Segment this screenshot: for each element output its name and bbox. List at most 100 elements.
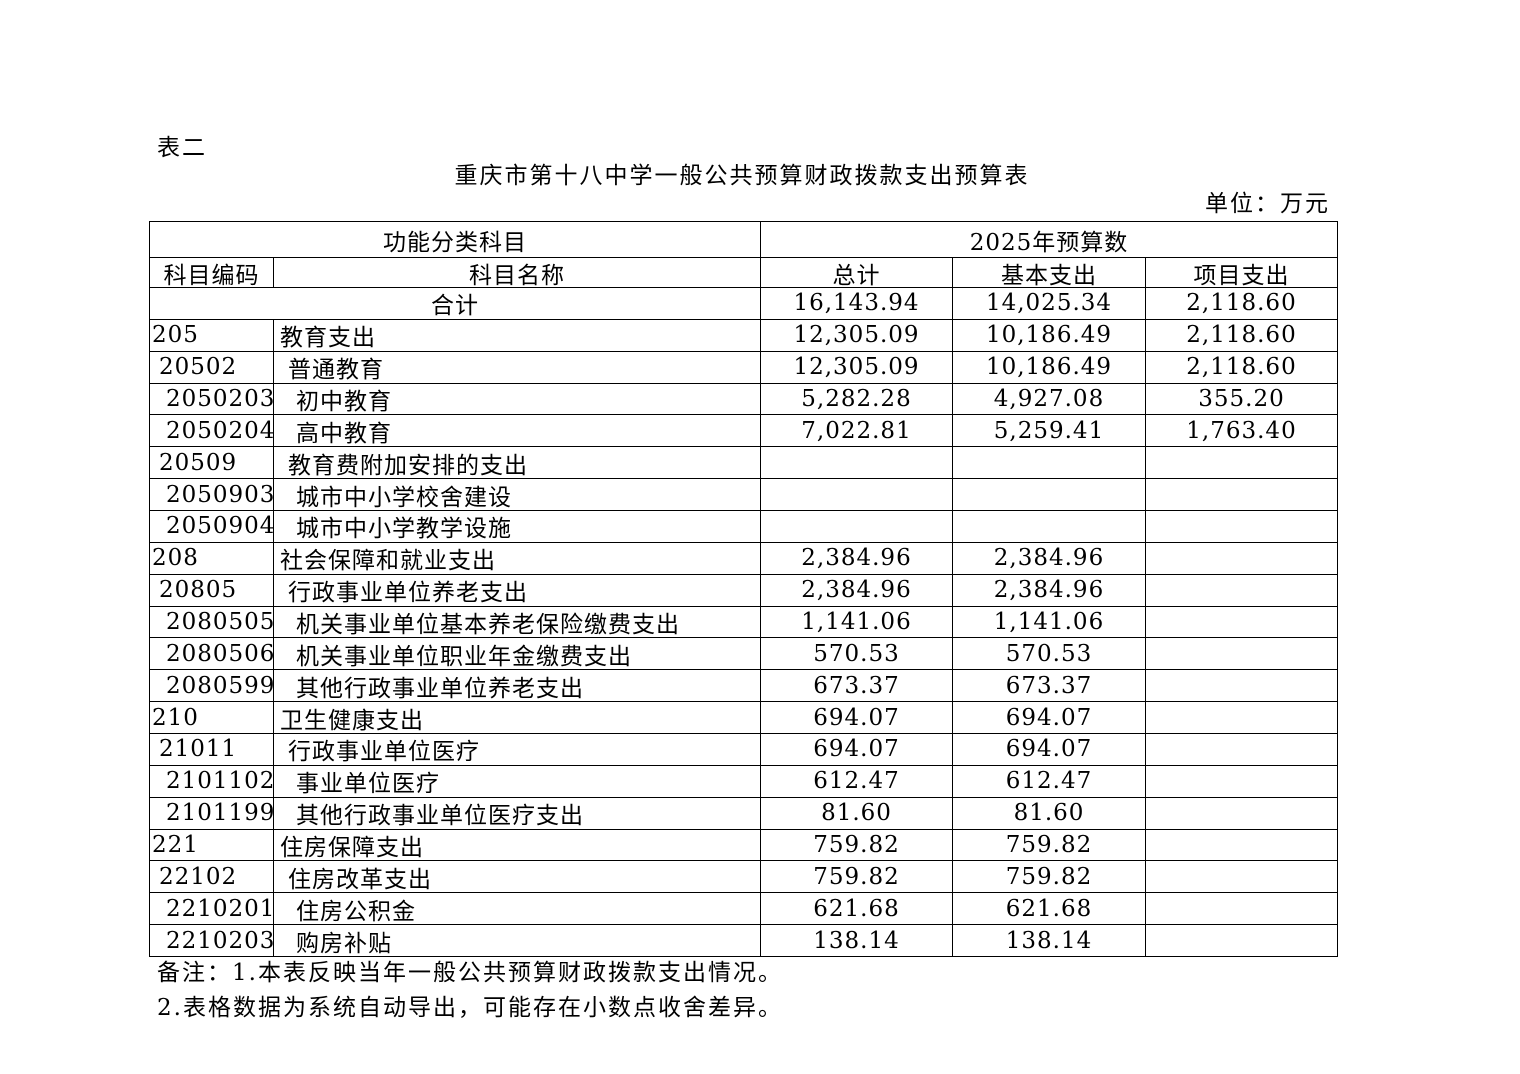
name: 其他行政事业单位医疗支出	[273, 796, 761, 830]
name: 住房保障支出	[273, 828, 761, 862]
code: 2080506	[149, 637, 274, 671]
code: 2050203	[149, 382, 274, 416]
amount: 759.82	[760, 860, 953, 894]
amount: 2,384.96	[760, 573, 953, 607]
amount: 2,384.96	[952, 573, 1146, 607]
name: 卫生健康支出	[273, 701, 761, 735]
name: 住房改革支出	[273, 860, 761, 894]
group-header: 2025年预算数	[760, 221, 1338, 258]
amount	[1145, 446, 1338, 480]
amount	[1145, 701, 1338, 735]
amount: 12,305.09	[760, 318, 953, 352]
amount: 694.07	[952, 733, 1146, 766]
name: 城市中小学校舍建设	[273, 478, 761, 512]
amount	[1145, 605, 1338, 639]
amount: 81.60	[952, 796, 1146, 830]
name: 其他行政事业单位养老支出	[273, 669, 761, 703]
group-header: 功能分类科目	[149, 221, 761, 258]
amount: 694.07	[760, 701, 953, 735]
amount	[1145, 510, 1338, 543]
total-value: 16,143.94	[760, 287, 953, 320]
amount: 5,282.28	[760, 382, 953, 416]
amount	[1145, 860, 1338, 894]
name: 初中教育	[273, 382, 761, 416]
amount: 759.82	[760, 828, 953, 862]
amount	[952, 510, 1146, 543]
total-label: 合计	[149, 287, 761, 320]
code: 20509	[149, 446, 274, 480]
name: 教育费附加安排的支出	[273, 446, 761, 480]
code: 2210201	[149, 892, 274, 926]
amount: 138.14	[952, 924, 1146, 958]
amount: 570.53	[952, 637, 1146, 671]
total-value: 14,025.34	[952, 287, 1146, 320]
amount	[1145, 669, 1338, 703]
amount	[1145, 892, 1338, 926]
amount: 81.60	[760, 796, 953, 830]
code: 2080599	[149, 669, 274, 703]
amount: 10,186.49	[952, 318, 1146, 352]
column-header: 总计	[760, 257, 953, 288]
amount: 5,259.41	[952, 414, 1146, 448]
amount	[1145, 573, 1338, 607]
amount: 355.20	[1145, 382, 1338, 416]
amount: 2,384.96	[760, 541, 953, 575]
amount: 12,305.09	[760, 350, 953, 384]
amount: 612.47	[760, 764, 953, 798]
amount	[1145, 924, 1338, 958]
amount	[1145, 796, 1338, 830]
code: 2101199	[149, 796, 274, 830]
amount	[1145, 828, 1338, 862]
name: 事业单位医疗	[273, 764, 761, 798]
name: 机关事业单位职业年金缴费支出	[273, 637, 761, 671]
code: 221	[149, 828, 274, 862]
code: 2050903	[149, 478, 274, 512]
amount: 759.82	[952, 828, 1146, 862]
amount: 2,118.60	[1145, 318, 1338, 352]
amount: 7,022.81	[760, 414, 953, 448]
amount: 2,118.60	[1145, 350, 1338, 384]
amount	[1145, 637, 1338, 671]
note: 备注：1.本表反映当年一般公共预算财政拨款支出情况。	[157, 960, 783, 986]
code: 205	[149, 318, 274, 352]
amount	[952, 446, 1146, 480]
amount	[760, 478, 953, 512]
name: 教育支出	[273, 318, 761, 352]
amount: 694.07	[952, 701, 1146, 735]
code: 2080505	[149, 605, 274, 639]
column-header: 科目名称	[273, 257, 761, 288]
amount: 759.82	[952, 860, 1146, 894]
amount: 570.53	[760, 637, 953, 671]
column-header: 基本支出	[952, 257, 1146, 288]
code: 20502	[149, 350, 274, 384]
name: 社会保障和就业支出	[273, 541, 761, 575]
note: 2.表格数据为系统自动导出，可能存在小数点收舍差异。	[157, 995, 783, 1021]
column-header: 项目支出	[1145, 257, 1338, 288]
amount	[760, 446, 953, 480]
name: 行政事业单位医疗	[273, 733, 761, 766]
code: 20805	[149, 573, 274, 607]
name: 城市中小学教学设施	[273, 510, 761, 543]
amount	[952, 478, 1146, 512]
code: 2050904	[149, 510, 274, 543]
name: 高中教育	[273, 414, 761, 448]
name: 住房公积金	[273, 892, 761, 926]
amount: 694.07	[760, 733, 953, 766]
doc-title: 重庆市第十八中学一般公共预算财政拨款支出预算表	[454, 163, 1030, 189]
amount: 673.37	[952, 669, 1146, 703]
unit: 单位：万元	[1205, 191, 1330, 217]
code: 21011	[149, 733, 274, 766]
total-value: 2,118.60	[1145, 287, 1338, 320]
code: 2210203	[149, 924, 274, 958]
code: 22102	[149, 860, 274, 894]
name: 普通教育	[273, 350, 761, 384]
code: 2050204	[149, 414, 274, 448]
amount: 4,927.08	[952, 382, 1146, 416]
amount: 621.68	[760, 892, 953, 926]
amount	[1145, 764, 1338, 798]
amount: 1,763.40	[1145, 414, 1338, 448]
code: 210	[149, 701, 274, 735]
column-header: 科目编码	[149, 257, 274, 288]
amount	[1145, 733, 1338, 766]
